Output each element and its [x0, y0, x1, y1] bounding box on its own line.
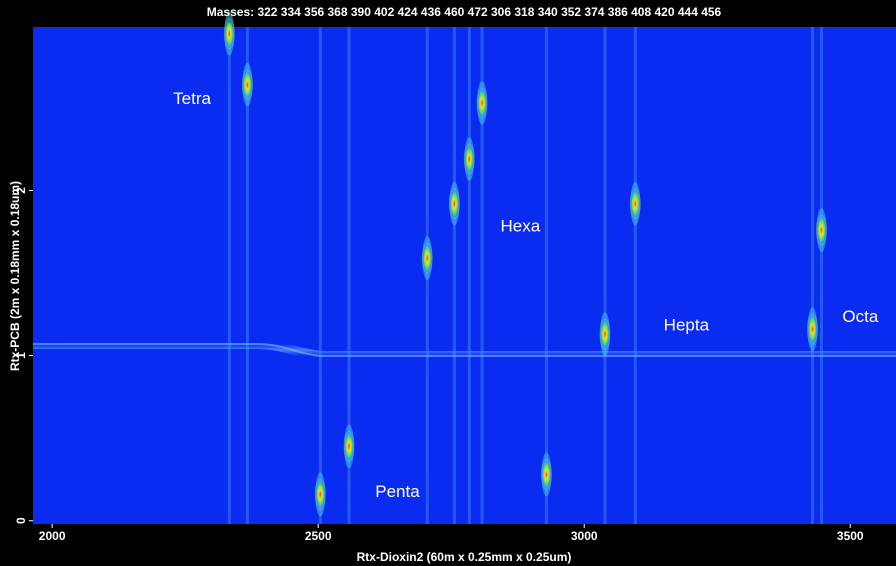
y-tick-label: 0 [14, 517, 28, 524]
peak [242, 70, 252, 100]
streak [811, 27, 814, 524]
peak [422, 243, 432, 273]
x-tick-label: 2000 [39, 529, 66, 543]
peak [817, 215, 827, 245]
peak [630, 189, 640, 219]
plot-area [33, 27, 896, 524]
annotation: Hexa [501, 216, 541, 235]
streak [634, 27, 637, 524]
chart: Masses: 322 334 356 368 390 402 424 436 … [0, 0, 896, 566]
peak [344, 431, 354, 461]
peak [464, 144, 474, 174]
streak [468, 27, 471, 524]
annotation: Penta [375, 482, 420, 501]
annotation: Hepta [664, 315, 710, 334]
chart-title: Masses: 322 334 356 368 390 402 424 436 … [207, 5, 722, 19]
x-tick-label: 3000 [571, 529, 598, 543]
x-axis-label: Rtx-Dioxin2 (60m x 0.25mm x 0.25um) [357, 550, 572, 564]
peak [449, 189, 459, 219]
streak [820, 27, 823, 524]
streak [319, 27, 322, 524]
streak [453, 27, 456, 524]
page: Masses: 322 334 356 368 390 402 424 436 … [0, 0, 896, 566]
streak [603, 27, 606, 524]
peak [807, 314, 817, 344]
streak [545, 27, 548, 524]
y-tick-label: 2 [14, 187, 28, 194]
x-tick-label: 3500 [837, 529, 864, 543]
peak [600, 319, 610, 349]
annotation: Tetra [173, 89, 211, 108]
streak [228, 27, 231, 524]
peak [224, 19, 234, 49]
y-tick-label: 1 [14, 352, 28, 359]
peak [477, 88, 487, 118]
peak [315, 479, 325, 509]
annotation: Octa [842, 307, 878, 326]
peak [541, 459, 551, 489]
x-tick-label: 2500 [305, 529, 332, 543]
y-axis-label: Rtx-PCB (2m x 0.18mm x 0.18um) [8, 181, 22, 371]
